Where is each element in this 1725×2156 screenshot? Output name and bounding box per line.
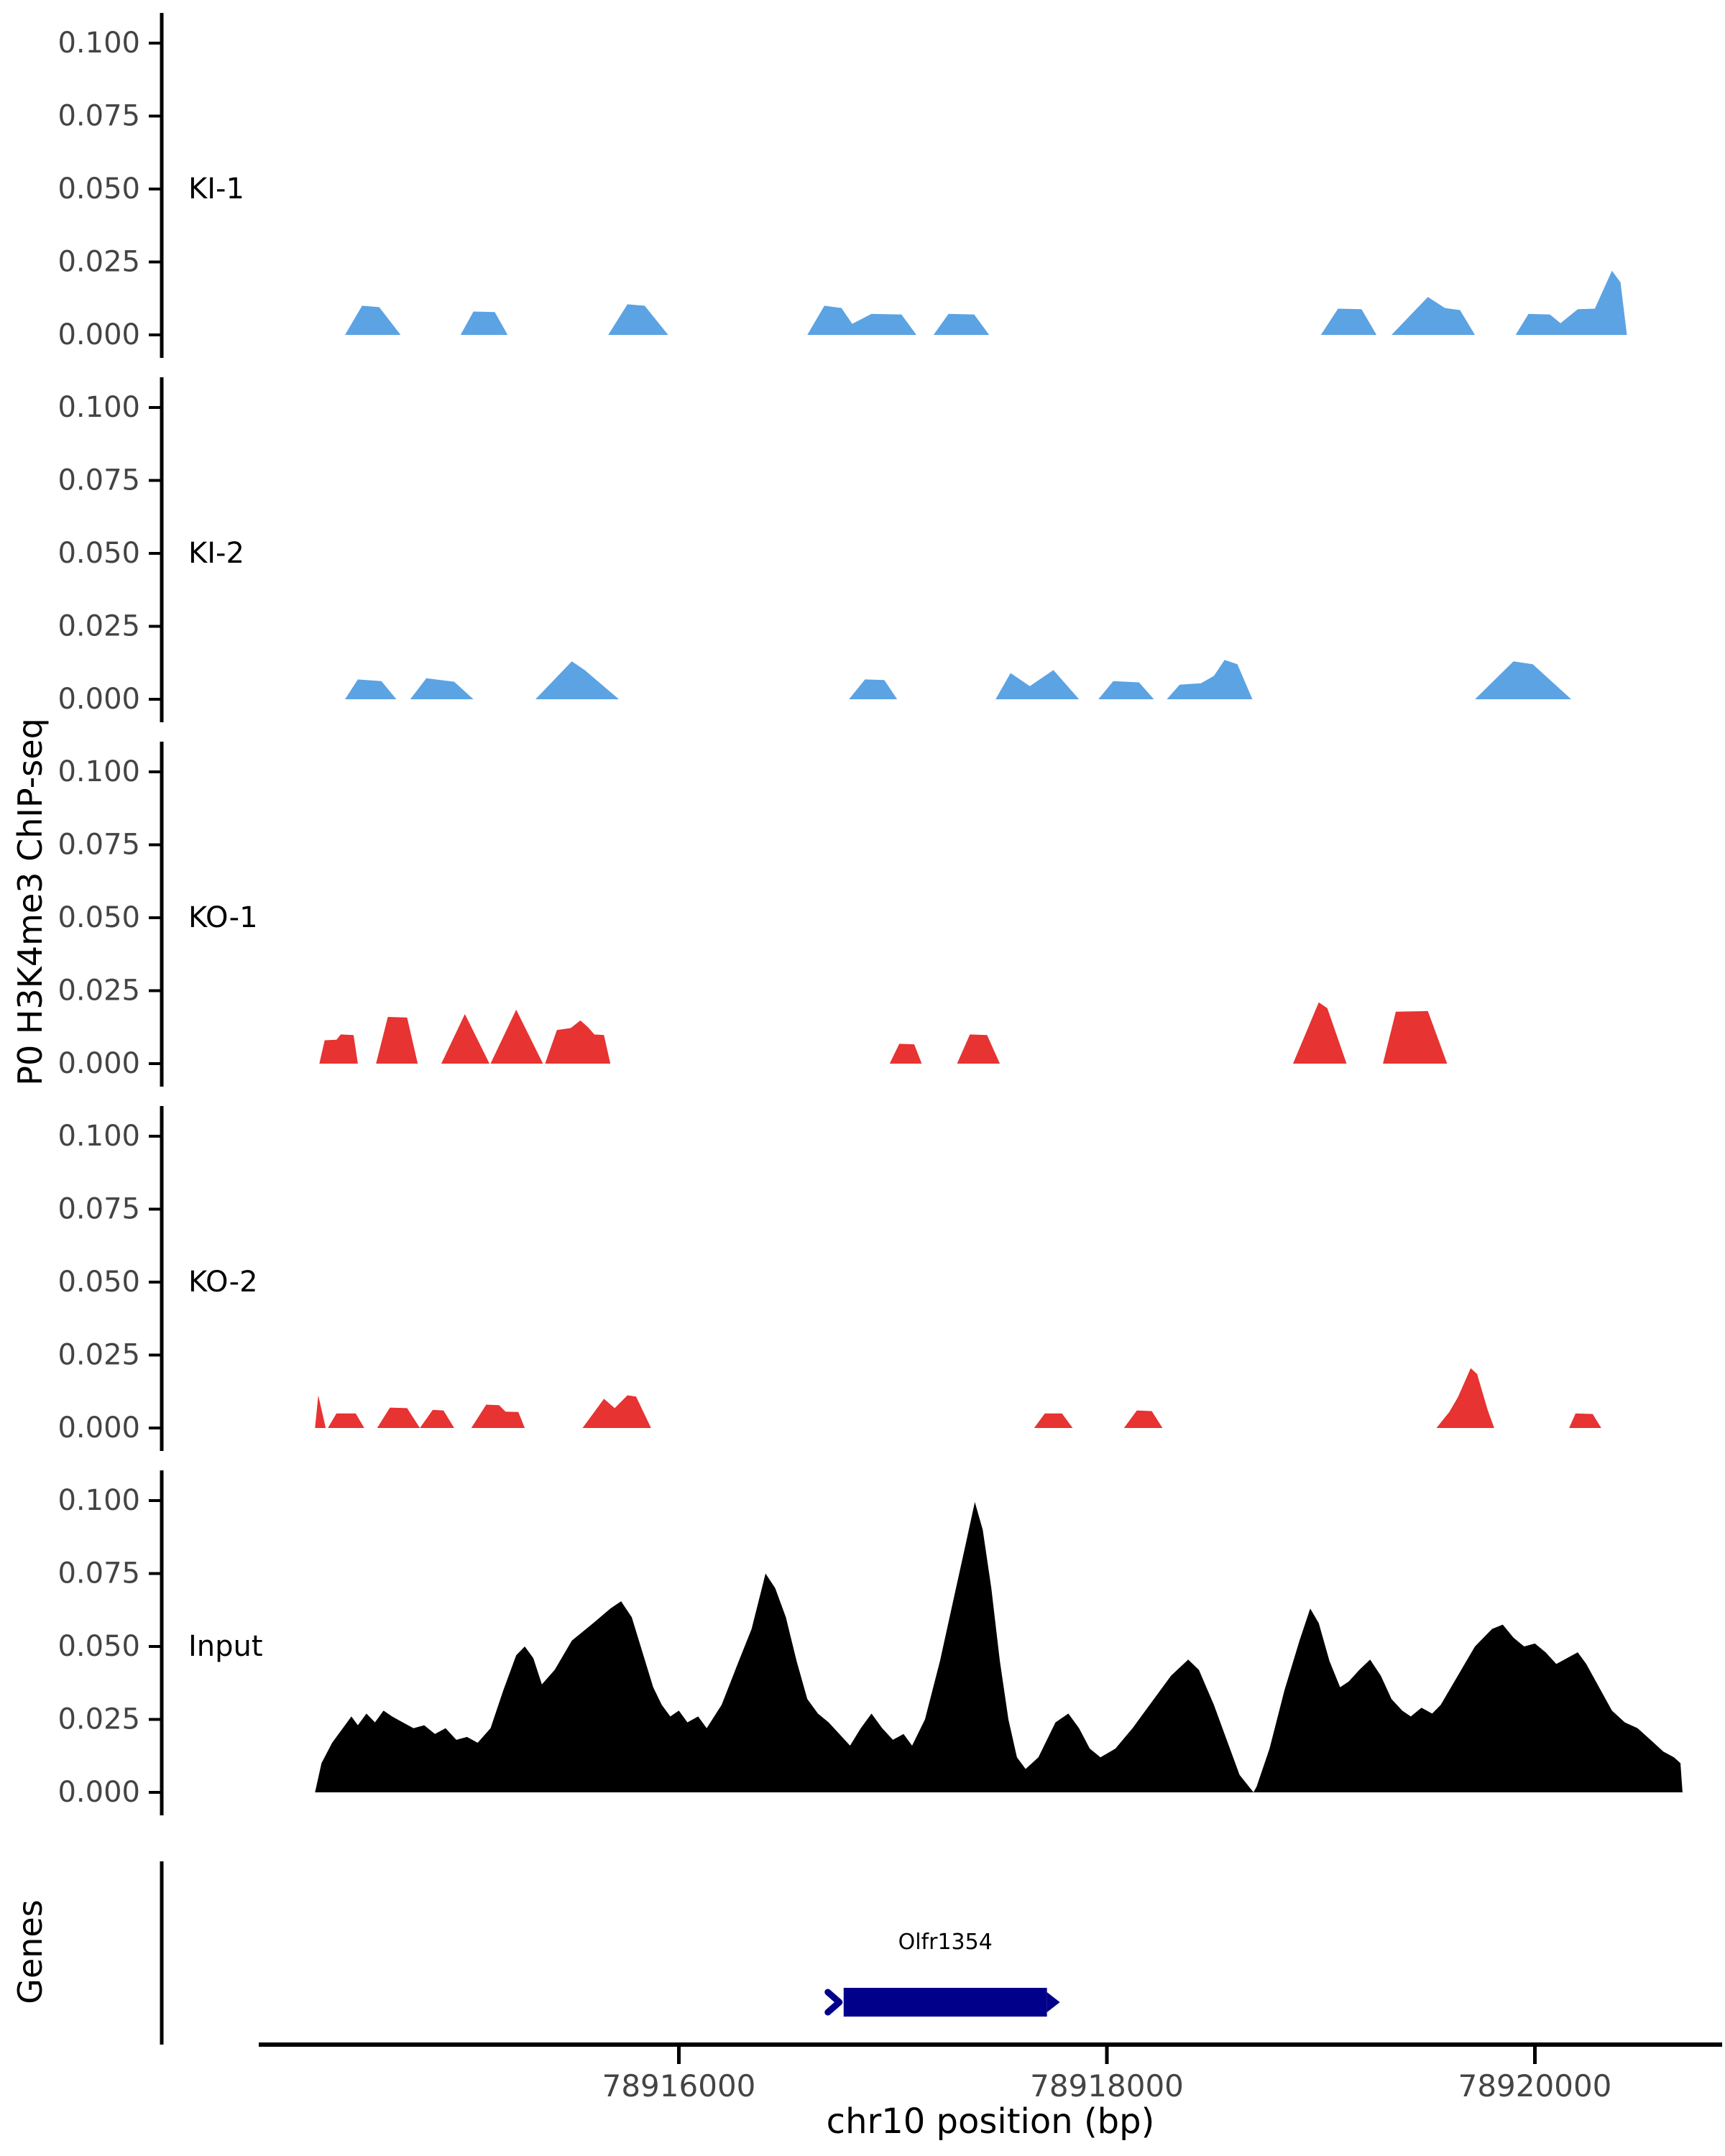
x-axis: 78916000 78918000 78920000	[259, 2042, 1722, 2104]
y-tick-label: 0.050	[58, 901, 140, 934]
track-signal-area	[315, 1395, 326, 1428]
x-axis-title: chr10 position (bp)	[827, 2101, 1155, 2142]
y-tick-label: 0.000	[58, 683, 140, 716]
track-signal-area	[471, 1404, 525, 1428]
track-signal-area	[1293, 1002, 1347, 1064]
track-label: KO-2	[188, 1266, 258, 1299]
y-tick-label: 0.100	[58, 755, 140, 788]
track-label: KO-1	[188, 901, 258, 934]
y-tick-label: 0.050	[58, 537, 140, 570]
track-signal-area	[315, 1502, 1683, 1792]
track-signal-area	[995, 670, 1080, 699]
y-tick-label: 0.075	[58, 1193, 140, 1226]
track-signal-area	[1123, 1410, 1163, 1428]
track-signal-area	[441, 1014, 489, 1064]
track-signal-area	[345, 305, 401, 335]
y-tick-label: 0.100	[58, 27, 140, 60]
strand-arrow-icon	[824, 1989, 843, 2016]
track-signal-area	[319, 1034, 358, 1064]
track-signal-area	[535, 661, 620, 699]
genes-axis-title: Genes	[11, 1899, 50, 2004]
track-signal-area	[582, 1395, 651, 1428]
track-signal-area	[377, 1407, 420, 1428]
y-tick-label: 0.025	[58, 1339, 140, 1372]
y-tick-label: 0.050	[58, 1630, 140, 1663]
track-signal-area	[1515, 270, 1627, 335]
track-signal-area	[608, 304, 668, 335]
track-label: KI-1	[188, 172, 244, 206]
track-panel-ko-2: 0.000 0.025 0.050 0.075 0.100 KO-2	[58, 1106, 1601, 1451]
x-tick-label: 78920000	[1458, 2068, 1612, 2104]
track-signal-area	[460, 311, 508, 335]
track-signal-area	[1569, 1413, 1601, 1428]
track-signal-area	[889, 1044, 922, 1064]
y-tick-label: 0.000	[58, 1411, 140, 1445]
y-tick-label: 0.100	[58, 1484, 140, 1517]
track-signal-area	[420, 1409, 454, 1428]
track-signal-area	[1475, 661, 1572, 699]
y-tick-label: 0.025	[58, 246, 140, 279]
y-tick-label: 0.050	[58, 172, 140, 206]
y-tick-label: 0.025	[58, 975, 140, 1008]
track-panel-input: 0.000 0.025 0.050 0.075 0.100 Input	[58, 1470, 1683, 1815]
gene-body	[843, 1988, 1047, 2017]
y-tick-label: 0.075	[58, 829, 140, 862]
genes-panel: Olfr1354	[160, 1861, 1060, 2045]
y-tick-label: 0.075	[58, 464, 140, 497]
y-tick-label: 0.025	[58, 610, 140, 643]
track-panel-ki-1: 0.000 0.025 0.050 0.075 0.100 KI-1	[58, 13, 1627, 358]
track-signal-area	[1383, 1010, 1448, 1064]
track-signal-area	[545, 1020, 611, 1064]
y-tick-label: 0.075	[58, 100, 140, 133]
track-signal-area	[933, 313, 990, 335]
track-signal-area	[345, 679, 397, 699]
track-signal-area	[1320, 308, 1377, 335]
track-signal-area	[849, 679, 898, 699]
y-tick-label: 0.000	[58, 318, 140, 351]
track-panel-ki-2: 0.000 0.025 0.050 0.075 0.100 KI-2	[58, 377, 1572, 722]
track-signal-area	[410, 678, 474, 699]
y-tick-label: 0.050	[58, 1266, 140, 1299]
track-signal-area	[1034, 1413, 1073, 1428]
track-signal-area	[1392, 297, 1476, 335]
track-label: Input	[188, 1630, 263, 1663]
track-label: KI-2	[188, 537, 244, 570]
y-tick-label: 0.100	[58, 1120, 140, 1153]
track-signal-area	[1436, 1368, 1494, 1428]
track-signal-area	[957, 1034, 1000, 1064]
y-tick-label: 0.100	[58, 391, 140, 424]
gene-name: Olfr1354	[898, 1930, 993, 1955]
y-tick-label: 0.000	[58, 1047, 140, 1080]
track-signal-area	[1167, 660, 1253, 699]
x-tick-label: 78916000	[602, 2068, 756, 2104]
y-axis-title: P0 H3K4me3 ChIP-seq	[11, 718, 50, 1086]
track-signal-area	[376, 1017, 418, 1064]
track-signal-area	[807, 305, 916, 335]
x-tick-label: 78918000	[1030, 2068, 1184, 2104]
y-tick-label: 0.075	[58, 1557, 140, 1590]
strand-arrow-icon	[1046, 1992, 1060, 2012]
track-signal-area	[1098, 681, 1154, 699]
y-tick-label: 0.025	[58, 1703, 140, 1736]
signal-track-panels: 0.0000.0250.0500.0750.100KI-10.0000.0250…	[58, 13, 1683, 1815]
track-signal-area	[328, 1413, 364, 1428]
track-panel-ko-1: 0.000 0.025 0.050 0.075 0.100 KO-1	[58, 742, 1448, 1087]
track-signal-area	[490, 1009, 543, 1064]
y-tick-label: 0.000	[58, 1776, 140, 1809]
